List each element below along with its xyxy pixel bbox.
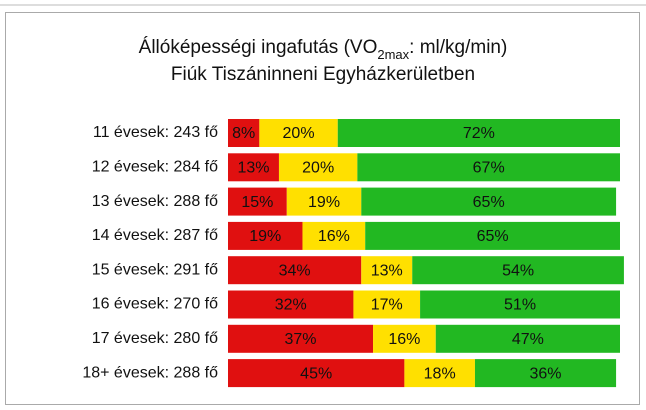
bar-segment xyxy=(435,324,620,353)
chart-frame xyxy=(5,12,640,405)
value-label: 51% xyxy=(504,297,536,314)
category-label: 16 évesek: 270 fő xyxy=(92,296,218,313)
value-label: 45% xyxy=(300,365,332,382)
value-label: 36% xyxy=(530,365,562,382)
value-label: 34% xyxy=(279,262,311,279)
value-label: 67% xyxy=(473,160,505,177)
bar-segment xyxy=(420,290,620,319)
bar-segment xyxy=(228,324,374,353)
category-label: 13 évesek: 288 fő xyxy=(92,193,218,210)
value-label: 13% xyxy=(237,160,269,177)
value-label: 17% xyxy=(371,297,403,314)
category-label: 17 évesek: 280 fő xyxy=(92,330,218,347)
bar-segment xyxy=(361,187,617,216)
value-label: 54% xyxy=(502,262,534,279)
bar-segment xyxy=(228,153,279,182)
bar-segment xyxy=(353,290,421,319)
bar-segment xyxy=(302,221,366,250)
bar-segment xyxy=(412,256,624,285)
bar-segment xyxy=(278,153,358,182)
category-label: 14 évesek: 287 fő xyxy=(92,227,218,244)
bar-segment xyxy=(357,153,620,182)
title-part: : ml/kg/min) xyxy=(409,37,507,58)
bar-segment xyxy=(337,119,620,147)
bar-segment xyxy=(228,119,260,147)
value-label: 16% xyxy=(388,331,420,348)
value-label: 13% xyxy=(371,262,403,279)
chart-subtitle: Fiúk Tiszáninneni Egyházkerületben xyxy=(171,64,475,85)
value-label: 18% xyxy=(424,365,456,382)
value-label: 8% xyxy=(232,125,255,142)
category-label: 15 évesek: 291 fő xyxy=(92,261,218,278)
value-label: 15% xyxy=(241,194,273,211)
bar-segment xyxy=(474,359,617,388)
value-label: 19% xyxy=(249,228,281,245)
value-label: 19% xyxy=(308,194,340,211)
bar-segment xyxy=(228,290,354,319)
value-label: 65% xyxy=(477,228,509,245)
title-part: Állóképességi ingafutás (VO xyxy=(139,37,378,58)
category-label: 11 évesek: 243 fő xyxy=(93,124,218,141)
bar-segment xyxy=(259,119,338,147)
value-label: 20% xyxy=(283,125,315,142)
bar-segment xyxy=(404,359,475,388)
bar-segment xyxy=(228,256,362,285)
bar-segment xyxy=(373,324,436,353)
value-label: 20% xyxy=(302,160,334,177)
bar-segment xyxy=(228,187,287,216)
bar-segment xyxy=(365,221,620,250)
title-subscript: 2max xyxy=(377,47,409,62)
bar-segment xyxy=(361,256,413,285)
value-label: 65% xyxy=(473,194,505,211)
value-label: 16% xyxy=(318,228,350,245)
category-label: 12 évesek: 284 fő xyxy=(92,159,218,176)
value-label: 47% xyxy=(512,331,544,348)
value-label: 37% xyxy=(285,331,317,348)
chart-title: Állóképességi ingafutás (VO2max: ml/kg/m… xyxy=(139,37,508,62)
bar-segment xyxy=(228,221,303,250)
value-label: 72% xyxy=(463,125,495,142)
value-label: 32% xyxy=(275,297,307,314)
bar-segment xyxy=(228,359,405,388)
category-label: 18+ évesek: 288 fő xyxy=(82,364,218,381)
bar-segment xyxy=(286,187,362,216)
